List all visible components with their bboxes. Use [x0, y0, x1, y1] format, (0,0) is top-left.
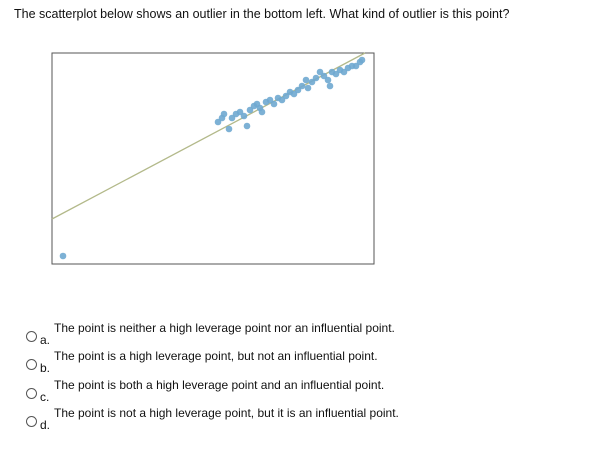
option-text: The point is not a high leverage point, … [54, 406, 399, 420]
option-letter: a. [40, 333, 51, 347]
point [236, 108, 244, 116]
point [240, 112, 248, 120]
option: a. The point is neither a high leverage p… [26, 321, 566, 347]
point [278, 96, 286, 104]
option-text: The point is both a high leverage point … [54, 378, 385, 392]
point [258, 108, 266, 116]
point [316, 68, 324, 76]
option-letter: c. [40, 390, 50, 404]
option-text: The point is neither a high leverage poi… [54, 321, 395, 335]
point [220, 110, 228, 118]
point [312, 74, 320, 82]
option-letter: d. [40, 418, 51, 432]
point [352, 62, 360, 70]
point [228, 114, 236, 122]
point [282, 92, 290, 100]
point [246, 106, 254, 114]
point [302, 76, 310, 84]
point [225, 125, 233, 133]
point [59, 252, 67, 260]
point [243, 122, 251, 130]
point [324, 76, 332, 84]
radio-button[interactable] [26, 331, 37, 342]
point [270, 100, 278, 108]
point [326, 82, 334, 90]
point [214, 118, 222, 126]
option: b. The point is a high leverage point, bu… [26, 349, 566, 375]
question: The scatterplot below shows an outlier i… [14, 7, 510, 21]
scatterplot [51, 52, 375, 265]
point [332, 70, 340, 78]
point [340, 68, 348, 76]
point [304, 84, 312, 92]
option-letter: b. [40, 361, 51, 375]
point [294, 86, 302, 94]
option: c. The point is both a high leverage poin… [26, 378, 566, 404]
point [266, 96, 274, 104]
radio-button[interactable] [26, 388, 37, 399]
option-text: The point is a high leverage point, but … [54, 349, 378, 363]
point [358, 56, 366, 64]
point [320, 72, 328, 80]
point [290, 90, 298, 98]
radio-button[interactable] [26, 359, 37, 370]
option: d. The point is not a high leverage point… [26, 406, 566, 432]
point [298, 82, 306, 90]
radio-button[interactable] [26, 416, 37, 427]
plot-frame [51, 52, 375, 265]
point [308, 78, 316, 86]
